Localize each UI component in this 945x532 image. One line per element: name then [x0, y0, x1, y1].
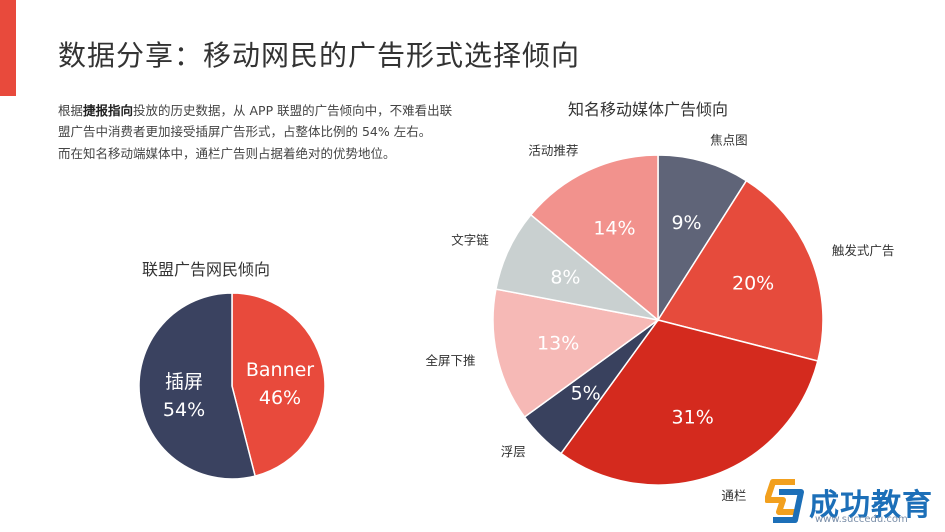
right-chart-title: 知名移动媒体广告倾向 [568, 100, 729, 119]
pie-slice [656, 179, 824, 362]
pie-slice [657, 154, 748, 323]
slice-value-label: 20% [732, 272, 774, 294]
slice-value-label: 54% [163, 399, 205, 421]
slice-category-label: Banner [246, 359, 314, 381]
slice-category-label: 浮层 [501, 444, 526, 459]
description-paragraph-2: 而在知名移动端媒体中，通栏广告则占据着绝对的优势地位。 [58, 145, 396, 161]
slice-category-label: 焦点图 [710, 132, 748, 147]
slice-value-label: 8% [550, 266, 580, 288]
pie-slice [492, 288, 660, 419]
pie-slice [529, 154, 659, 322]
brand-logo: 成功教育 www.succedu.com [749, 476, 939, 528]
description-rest: 投放的历史数据，从 APP 联盟的广告倾向中，不难看出联盟广告中消费者更加接受插… [58, 103, 453, 140]
description-prefix: 根据 [58, 103, 84, 118]
pie-slice [138, 292, 257, 480]
slice-value-label: 13% [537, 332, 579, 354]
description-paragraph-1: 根据捷报指向投放的历史数据，从 APP 联盟的广告倾向中，不难看出联盟广告中消费… [58, 100, 453, 143]
logo-mark-icon [765, 479, 804, 523]
logo-text: 成功教育 [809, 488, 933, 523]
slice-value-label: 14% [593, 217, 635, 239]
slice-category-label: 通栏 [721, 488, 746, 503]
pie-slice [559, 319, 819, 486]
description-bold-term: 捷报指向 [83, 103, 134, 118]
logo-url: www.succedu.com [815, 514, 908, 525]
slice-category-label: 触发式广告 [832, 243, 895, 258]
slice-value-label: 31% [672, 406, 714, 428]
slice-category-label: 文字链 [451, 232, 489, 247]
page-title: 数据分享：移动网民的广告形式选择倾向 [58, 39, 581, 72]
left-chart-title: 联盟广告网民倾向 [142, 260, 271, 279]
slice-value-label: 46% [259, 387, 301, 409]
slice-category-label: 插屏 [165, 371, 203, 393]
slice-category-label: 全屏下推 [425, 353, 475, 368]
title-accent-bar [0, 0, 16, 96]
slice-value-label: 9% [671, 212, 701, 234]
slice-category-label: 活动推荐 [528, 143, 578, 158]
pie-slice [231, 292, 326, 477]
slice-value-label: 5% [571, 382, 601, 404]
description-text: 根据捷报指向投放的历史数据，从 APP 联盟的广告倾向中，不难看出联盟广告中消费… [58, 100, 453, 164]
